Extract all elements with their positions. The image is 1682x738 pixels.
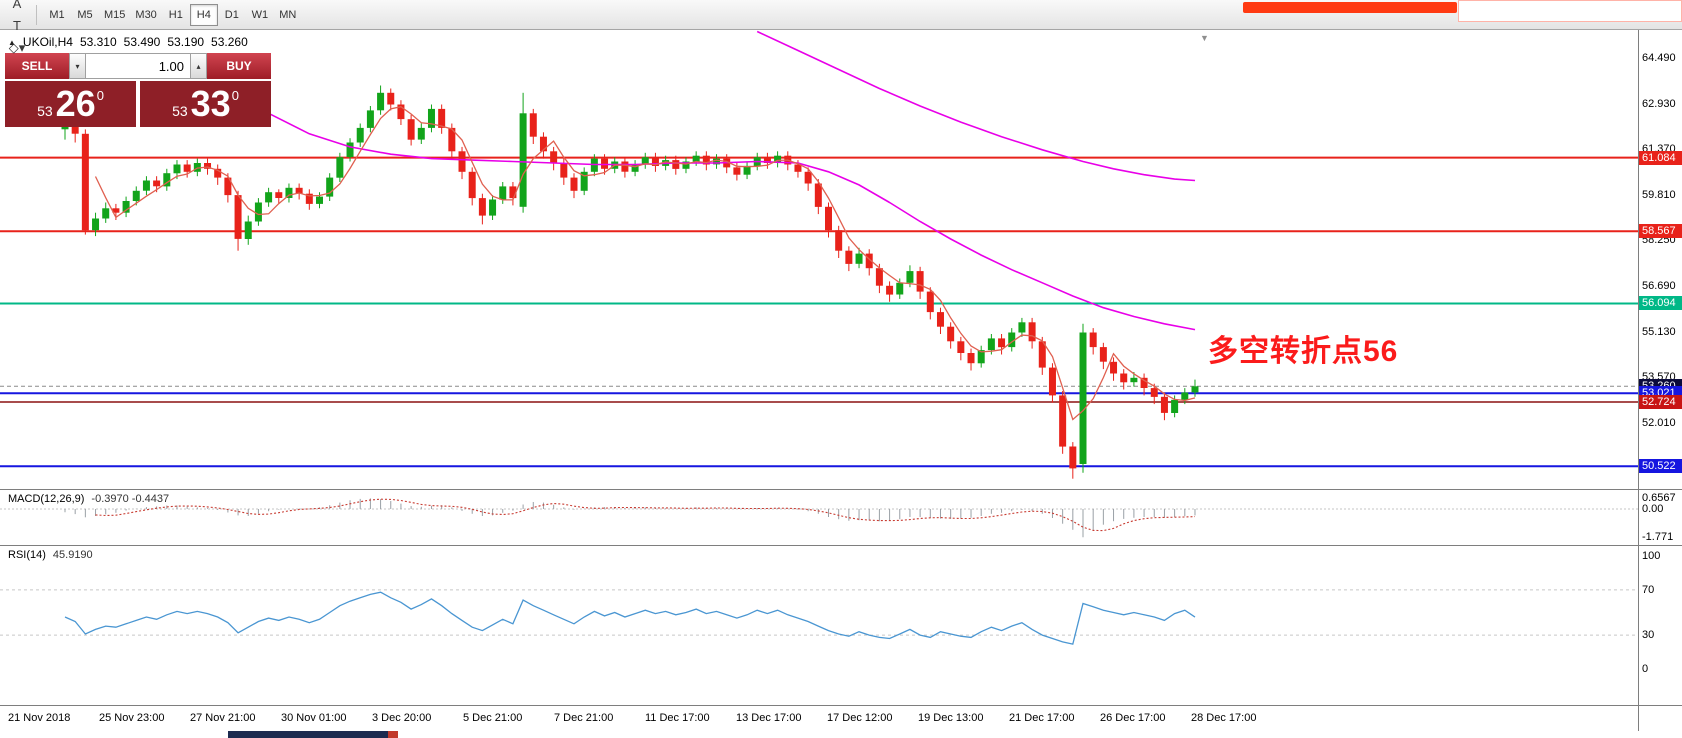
price-axis: 64.490 62.930 61.370 59.810 58.250 56.690 55.1…: [1638, 30, 1682, 489]
highlight-overlay-box: [1458, 0, 1682, 22]
timeframe-mn[interactable]: MN: [274, 4, 302, 26]
price-tick: 52.010: [1642, 416, 1676, 429]
time-label: 19 Dec 13:00: [918, 712, 984, 724]
time-label: 21 Nov 2018: [8, 712, 71, 724]
timeframe-group: M1 M5 M15 M30 H1 H4 D1 W1 MN: [43, 3, 302, 26]
time-label: 27 Nov 21:00: [190, 712, 256, 724]
buy-button[interactable]: BUY: [207, 53, 271, 79]
price-tick: 59.810: [1642, 188, 1676, 201]
price-badge: 58.567: [1639, 224, 1682, 239]
rsi-tick: 30: [1642, 629, 1655, 642]
rsi-tick: 100: [1642, 550, 1661, 562]
time-axis-labels: 21 Nov 2018 25 Nov 23:00 27 Nov 21:00 30 No…: [0, 706, 1638, 731]
symbol-name: UKOil,H4: [22, 35, 73, 49]
macd-label: MACD(12,26,9) -0.3970 -0.4437: [8, 493, 169, 505]
time-label: 17 Dec 12:00: [827, 712, 893, 724]
sell-price-sup: 0: [96, 87, 104, 103]
timeframe-m15[interactable]: M15: [99, 4, 130, 26]
sell-price-display[interactable]: 53 26 0: [5, 81, 136, 127]
rsi-name: RSI(14): [8, 549, 46, 561]
volume-decrease-button[interactable]: ▾: [69, 53, 86, 79]
time-axis-corner: [1638, 706, 1682, 731]
text-label-icon[interactable]: A: [5, 0, 29, 15]
time-label: 11 Dec 17:00: [645, 712, 710, 724]
volume-increase-button[interactable]: ▴: [190, 53, 207, 79]
timeframe-m1[interactable]: M1: [43, 4, 71, 26]
ohlc-open: 53.310: [79, 35, 117, 49]
price-tick: 62.930: [1642, 97, 1676, 110]
buy-price-display[interactable]: 53 33 0: [140, 81, 271, 127]
rsi-axis: 100 70 30 0: [1638, 546, 1682, 705]
rsi-label: RSI(14) 45.9190: [8, 549, 93, 561]
timeframe-h4[interactable]: H4: [189, 3, 218, 26]
price-tick: 56.690: [1642, 280, 1676, 293]
ohlc-close: 53.260: [211, 35, 248, 49]
symbol-marker-icon: ▲: [8, 37, 16, 47]
rsi-chart[interactable]: RSI(14) 45.9190: [0, 546, 1638, 705]
text-box-icon[interactable]: T: [5, 15, 29, 37]
buy-price-sup: 0: [231, 87, 239, 103]
macd-values: -0.3970 -0.4437: [91, 493, 170, 505]
macd-chart[interactable]: MACD(12,26,9) -0.3970 -0.4437: [0, 490, 1638, 545]
time-label: 25 Nov 23:00: [99, 712, 165, 724]
bottom-partial-marker: [388, 731, 398, 738]
price-chart[interactable]: ▲ UKOil,H4 53.310 53.490 53.190 53.260 ▼…: [0, 30, 1638, 489]
toolbar-separator: [36, 4, 37, 25]
timeframe-d1[interactable]: D1: [218, 4, 246, 26]
rsi-tick: 70: [1642, 583, 1655, 596]
macd-tick: 0.6567: [1642, 492, 1676, 505]
price-badge: 50.522: [1639, 459, 1682, 474]
time-axis: 21 Nov 2018 25 Nov 23:00 27 Nov 21:00 30 No…: [0, 705, 1682, 731]
time-label: 7 Dec 21:00: [554, 712, 614, 724]
one-click-trading-panel: SELL ▾ ▴ BUY 53 26 0 53 33 0: [5, 53, 271, 127]
time-label: 26 Dec 17:00: [1100, 712, 1166, 724]
highlight-overlay-orange: [1243, 2, 1457, 13]
time-label: 3 Dec 20:00: [372, 712, 432, 724]
macd-tick: -1.771: [1642, 531, 1674, 544]
sell-price-big: 26: [55, 82, 96, 124]
drawing-tools-group: ⠿AT◇▾: [4, 0, 30, 59]
macd-name: MACD(12,26,9): [8, 493, 85, 505]
sell-button[interactable]: SELL: [5, 53, 69, 79]
time-label: 21 Dec 17:00: [1009, 712, 1075, 724]
bottom-strip: [0, 731, 1682, 738]
chart-shift-marker-icon: ▼: [1200, 33, 1209, 43]
chart-annotation-text: 多空转折点56: [1208, 335, 1399, 368]
rsi-tick: 0: [1642, 663, 1649, 675]
ohlc-low: 53.190: [167, 35, 205, 49]
time-label: 30 Nov 01:00: [281, 712, 347, 724]
volume-input[interactable]: [86, 53, 190, 79]
timeframe-m5[interactable]: M5: [71, 4, 99, 26]
time-label: 28 Dec 17:00: [1191, 712, 1257, 724]
macd-axis: 0.6567 0.00 -1.771: [1638, 490, 1682, 545]
timeframe-h1[interactable]: H1: [162, 4, 190, 26]
price-badge: 56.094: [1639, 296, 1682, 311]
macd-pane: MACD(12,26,9) -0.3970 -0.4437 0.6567 0.00 -…: [0, 489, 1682, 545]
price-badge: 61.084: [1639, 150, 1682, 165]
ohlc-high: 53.490: [123, 35, 161, 49]
price-badge: 52.724: [1639, 394, 1682, 409]
shapes-icon[interactable]: ◇▾: [5, 37, 29, 59]
rsi-value: 45.9190: [52, 549, 93, 561]
symbol-header: ▲ UKOil,H4 53.310 53.490 53.190 53.260: [8, 35, 248, 49]
macd-tick: 0.00: [1642, 503, 1664, 515]
bottom-partial-tab: [228, 731, 388, 738]
price-tick: 64.490: [1642, 52, 1676, 65]
timeframe-m30[interactable]: M30: [130, 4, 161, 26]
timeframe-w1[interactable]: W1: [246, 4, 274, 26]
price-tick: 55.130: [1642, 325, 1676, 338]
sell-price-head: 53: [37, 103, 53, 119]
time-label: 13 Dec 17:00: [736, 712, 802, 724]
price-pane: ▲ UKOil,H4 53.310 53.490 53.190 53.260 ▼…: [0, 30, 1682, 489]
buy-price-big: 33: [190, 82, 231, 124]
time-label: 5 Dec 21:00: [463, 712, 523, 724]
rsi-pane: RSI(14) 45.9190 100 70 30 0: [0, 545, 1682, 705]
buy-price-head: 53: [172, 103, 188, 119]
